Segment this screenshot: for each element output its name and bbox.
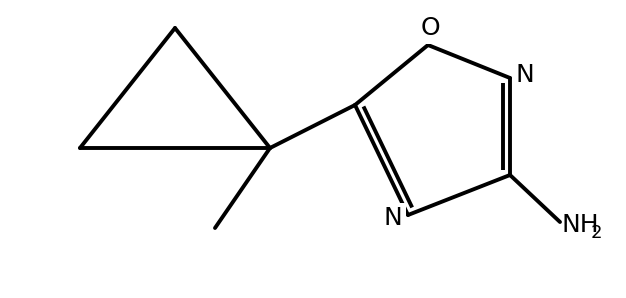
Text: NH: NH: [561, 213, 598, 237]
Text: O: O: [420, 16, 440, 40]
Text: N: N: [516, 63, 535, 87]
Text: 2: 2: [591, 224, 602, 242]
Text: N: N: [383, 206, 402, 230]
